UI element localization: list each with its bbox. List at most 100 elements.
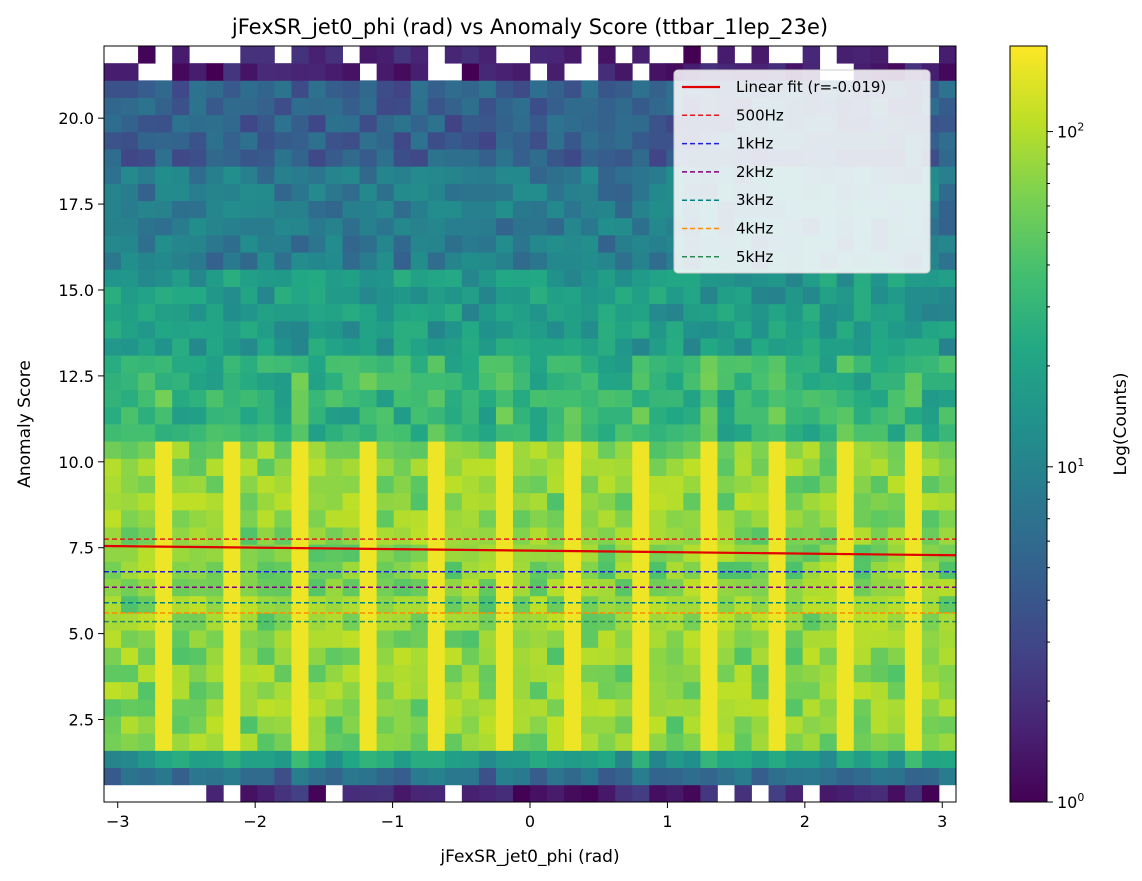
- heatmap-cell: [785, 458, 804, 476]
- heatmap-cell: [564, 595, 582, 614]
- heatmap-cell: [121, 681, 139, 700]
- legend-label: 3kHz: [736, 191, 774, 209]
- heatmap-cell: [172, 406, 190, 425]
- heatmap-cell: [410, 235, 429, 253]
- heatmap-cell: [768, 767, 786, 786]
- heatmap-cell: [649, 183, 667, 202]
- heatmap-cell: [938, 217, 956, 236]
- heatmap-cell: [598, 303, 616, 322]
- heatmap-cell: [172, 217, 190, 236]
- heatmap-cell: [104, 664, 122, 683]
- heatmap-cell: [478, 183, 497, 202]
- heatmap-cell: [751, 716, 769, 734]
- heatmap-cell: [666, 406, 684, 425]
- heatmap-cell: [427, 303, 446, 322]
- heatmap-cell: [615, 389, 633, 408]
- heatmap-cell: [223, 217, 241, 236]
- heatmap-cell: [410, 372, 429, 391]
- heatmap-cell: [155, 664, 173, 683]
- heatmap-cell: [581, 441, 599, 459]
- heatmap-cell: [308, 767, 326, 786]
- heatmap-cell: [206, 303, 224, 322]
- heatmap-cell: [461, 80, 480, 98]
- heatmap-cell: [564, 750, 582, 769]
- heatmap-cell: [410, 46, 429, 64]
- heatmap-cell: [410, 424, 429, 442]
- heatmap-cell: [768, 441, 786, 459]
- heatmap-cell: [189, 166, 207, 184]
- heatmap-cell: [649, 716, 667, 734]
- heatmap-cell: [547, 389, 565, 408]
- heatmap-cell: [836, 406, 855, 425]
- heatmap-cell: [138, 355, 156, 373]
- heatmap-cell: [564, 509, 582, 528]
- heatmap-cell: [444, 303, 463, 322]
- heatmap-cell: [785, 698, 804, 717]
- heatmap-cell: [734, 338, 752, 356]
- heatmap-cell: [530, 630, 548, 648]
- heatmap-cell: [478, 613, 497, 631]
- heatmap-cell: [598, 750, 616, 769]
- x-tick-label: −2: [243, 812, 267, 831]
- y-axis-ticks: 2.55.07.510.012.515.017.520.0: [58, 109, 104, 730]
- heatmap-cell: [138, 97, 156, 116]
- heatmap-cell: [274, 681, 292, 700]
- heatmap-cell: [172, 492, 190, 511]
- heatmap-cell: [478, 406, 497, 425]
- heatmap-cell: [870, 716, 889, 734]
- heatmap-cell: [189, 475, 207, 494]
- heatmap-cell: [547, 46, 565, 64]
- heatmap-cell: [274, 269, 292, 287]
- heatmap-cell: [291, 492, 309, 511]
- heatmap-cell: [853, 681, 872, 700]
- heatmap-cell: [564, 664, 582, 683]
- heatmap-cell: [904, 458, 923, 476]
- heatmap-cell: [427, 681, 446, 700]
- heatmap-cell: [819, 750, 838, 769]
- heatmap-cell: [444, 183, 463, 202]
- heatmap-cell: [904, 784, 923, 802]
- heatmap-cell: [189, 63, 207, 81]
- heatmap-cell: [138, 235, 156, 253]
- heatmap-cell: [342, 750, 360, 769]
- heatmap-cell: [512, 784, 531, 802]
- heatmap-cell: [478, 716, 497, 734]
- heatmap-cell: [223, 664, 241, 683]
- heatmap-cell: [478, 303, 497, 322]
- heatmap-cell: [104, 424, 122, 442]
- heatmap-cell: [512, 595, 531, 614]
- heatmap-cell: [274, 217, 292, 236]
- heatmap-cell: [717, 681, 735, 700]
- heatmap-cell: [325, 595, 343, 614]
- heatmap-cell: [121, 664, 139, 683]
- heatmap-cell: [461, 63, 480, 81]
- heatmap-cell: [342, 235, 360, 253]
- heatmap-cell: [870, 286, 889, 305]
- heatmap-cell: [206, 235, 224, 253]
- heatmap-cell: [785, 733, 804, 751]
- heatmap-cell: [666, 355, 684, 373]
- heatmap-cell: [853, 320, 872, 339]
- heatmap-cell: [819, 681, 838, 700]
- heatmap-cell: [308, 235, 326, 253]
- heatmap-cell: [478, 578, 497, 597]
- heatmap-cell: [887, 509, 906, 528]
- heatmap-cell: [240, 475, 258, 494]
- heatmap-cell: [870, 46, 889, 64]
- heatmap-cell: [155, 544, 173, 562]
- heatmap-cell: [632, 269, 650, 287]
- heatmap-cell: [495, 544, 514, 562]
- heatmap-cell: [393, 527, 412, 545]
- heatmap-cell: [819, 509, 838, 528]
- heatmap-cell: [478, 46, 497, 64]
- heatmap-cell: [223, 320, 241, 339]
- heatmap-cell: [581, 544, 599, 562]
- heatmap-cell: [495, 80, 514, 98]
- heatmap-cell: [325, 458, 343, 476]
- heatmap-cell: [393, 664, 412, 683]
- heatmap-cell: [308, 166, 326, 184]
- heatmap-cell: [410, 217, 429, 236]
- heatmap-cell: [189, 97, 207, 116]
- heatmap-cell: [189, 131, 207, 150]
- heatmap-cell: [768, 595, 786, 614]
